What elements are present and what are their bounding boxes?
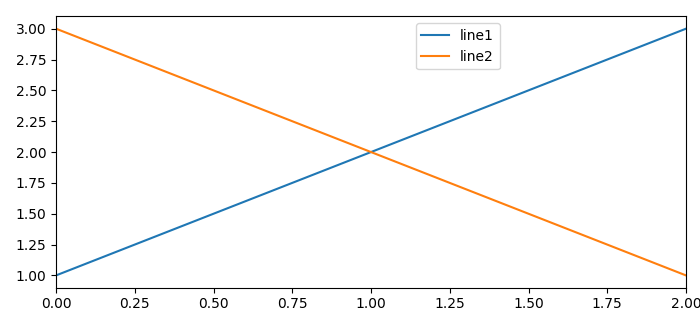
Legend: line1, line2: line1, line2	[416, 23, 500, 69]
